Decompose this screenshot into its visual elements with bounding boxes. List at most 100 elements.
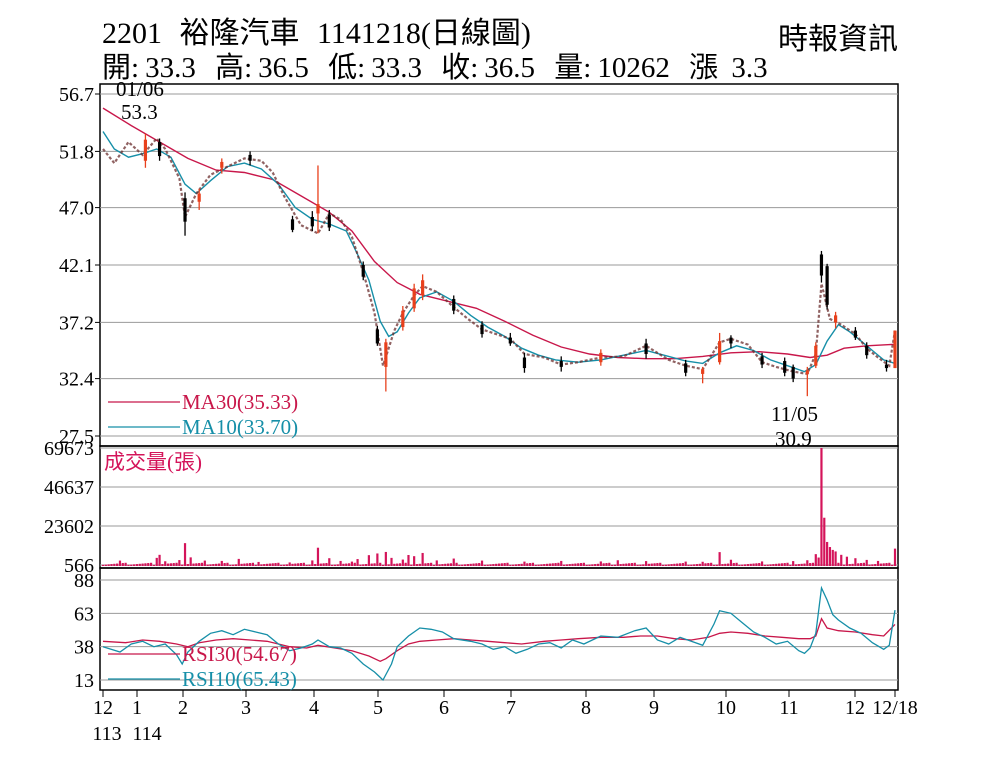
volume-bar [602,563,605,566]
volume-bar [158,554,161,566]
volume-bar [265,563,269,566]
volume-bar [206,564,209,566]
volume-bar [772,564,775,566]
volume-bar [611,564,614,566]
volume-bar [840,554,843,566]
volume-bar [240,563,243,566]
volume-bar [379,562,382,566]
volume-bar [407,554,410,566]
volume-bar [780,563,783,566]
month-label: 2 [178,697,188,719]
volume-bar [260,564,263,566]
volume-bar [735,562,738,566]
price-tick-label: 42.1 [59,255,94,277]
volume-bar [738,564,741,566]
volume-bar [820,448,823,566]
volume-bar [398,563,402,566]
volume-bar [755,563,758,566]
volume-bar [381,564,385,566]
volume-bar [466,564,469,566]
volume-bar [192,563,195,566]
volume-bar [571,563,574,566]
volume-tick-label: 69673 [44,438,94,460]
candle-down [559,361,563,367]
volume-bar [212,564,215,566]
volume-bar [121,563,124,566]
volume-tick-label: 46637 [44,477,94,499]
candle-up [143,139,148,161]
volume-bar [642,564,645,566]
volume-bar [203,560,206,566]
volume-bar [410,564,413,566]
candle-up [599,352,603,363]
volume-bar [789,564,792,566]
volume-bar [166,563,170,566]
volume-tick-label: 566 [64,555,94,577]
volume-bar [876,560,880,566]
volume-bar [891,564,894,566]
candle-down [819,254,824,276]
low-annotation-value: 30.9 [775,427,812,451]
volume-bar [458,564,461,566]
volume-bar [175,562,178,566]
volume-bar [509,564,512,566]
volume-bar [311,560,314,566]
volume-bar [698,563,701,566]
volume-item: 量: 10262 [554,52,670,84]
candle-down [508,337,512,344]
chart-date-title: 1141218(日線圖) [317,17,531,50]
volume-bar [582,562,585,566]
volume-bar [806,560,809,566]
volume-bar [523,561,526,566]
volume-bar [325,563,328,566]
volume-bar [421,552,424,566]
volume-bar [625,563,628,566]
volume-bar [282,564,286,566]
volume-bar [489,564,492,566]
volume-bar [871,564,874,566]
volume-bar [693,564,696,566]
candle-down [853,330,857,338]
rsi-tick-label: 63 [74,603,94,625]
volume-bar [707,563,710,566]
volume-bar [605,563,608,566]
volume-bar [690,564,693,566]
candle-down [480,324,484,335]
volume-bar [574,563,577,566]
volume-bar [893,548,897,566]
volume-bar [545,563,549,566]
volume-bar [517,564,520,566]
candle-up [197,193,201,202]
stock-code: 2201 [102,17,162,50]
candle-up [814,345,818,366]
volume-bar [831,549,834,566]
volume-bar [263,564,266,566]
volume-bar [438,564,441,566]
candle-down [290,219,295,230]
volume-bar [161,564,164,566]
volume-bar [291,563,294,566]
candle-down [884,364,889,369]
volume-bar [314,564,317,566]
volume-bar [885,563,888,566]
volume-bar [169,563,172,566]
volume-bar [251,562,255,566]
volume-bar [622,563,625,566]
volume-bar [130,564,133,566]
volume-bar [472,563,475,566]
volume-bar [333,564,337,566]
volume-bar [271,563,274,566]
candle-up [384,342,388,367]
volume-bar [427,563,430,566]
volume-bar [520,563,523,566]
volume-bar [373,563,376,566]
volume-bar [817,557,820,566]
volume-bar [540,564,543,566]
volume-bar [147,563,150,566]
volume-bar [384,551,387,566]
candle-down [760,356,764,365]
volume-bar [613,564,617,566]
volume-bar [441,564,444,566]
volume-bar [455,562,458,566]
volume-bar [865,559,868,566]
